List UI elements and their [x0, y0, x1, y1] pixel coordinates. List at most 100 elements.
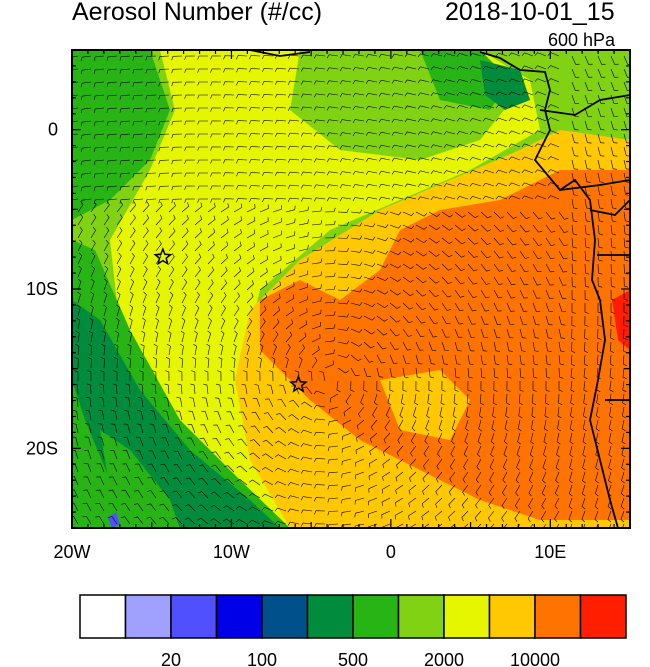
wind-barb: [313, 431, 326, 436]
wind-barb: [547, 169, 560, 174]
colorbar-label: 500: [338, 650, 368, 667]
wind-barb: [521, 182, 534, 187]
wind-barb: [314, 523, 326, 528]
wind-barb: [160, 450, 170, 460]
wind-barb: [396, 458, 404, 469]
wind-barb: [95, 502, 105, 512]
colorbar-box: [215, 594, 263, 639]
wind-barb: [171, 120, 183, 126]
wind-barb: [519, 354, 526, 366]
wind-barb: [532, 250, 542, 259]
wind-barb: [236, 120, 248, 125]
wind-barb: [543, 432, 548, 445]
wind-barb: [519, 237, 530, 246]
wind-barb: [210, 504, 222, 512]
wind-barb: [389, 263, 402, 269]
wind-barb: [545, 250, 555, 260]
wind-barb: [402, 315, 413, 324]
wind-barb: [88, 330, 93, 343]
wind-barb: [74, 370, 79, 381]
wind-barb: [172, 477, 183, 486]
wind-barb: [272, 230, 282, 239]
wind-barb: [72, 410, 79, 421]
wind-barb: [441, 224, 453, 231]
wind-barb: [259, 305, 267, 317]
wind-barb: [139, 370, 144, 381]
wind-barb: [259, 217, 269, 226]
wind-barb: [521, 91, 534, 96]
wind-barb: [108, 489, 118, 499]
wind-barb: [187, 424, 196, 434]
wind-barb: [495, 195, 508, 200]
wind-barb: [119, 107, 131, 113]
wind-barb: [508, 195, 521, 200]
wind-barb: [324, 298, 336, 304]
wind-barb: [545, 302, 554, 312]
wind-barb: [584, 159, 592, 170]
wind-barb: [352, 67, 365, 72]
wind-barb: [80, 198, 92, 205]
colorbar-label: 10000: [510, 650, 560, 667]
wind-barb: [582, 458, 586, 471]
wind-barb: [314, 458, 326, 463]
wind-barb: [95, 489, 105, 499]
wind-barb: [430, 196, 443, 201]
wind-barb: [174, 437, 183, 447]
wind-barb: [430, 183, 443, 188]
wind-barb: [443, 170, 456, 174]
wind-barb: [300, 197, 313, 202]
wind-barb: [313, 184, 326, 189]
wind-barb: [417, 196, 430, 201]
wind-barb: [266, 384, 274, 395]
wind-barb: [127, 343, 132, 356]
wind-barb: [249, 133, 261, 138]
wind-barb: [558, 263, 568, 273]
wind-barb: [428, 315, 438, 324]
wind-barb: [261, 507, 274, 512]
wind-barb: [152, 357, 157, 369]
wind-barb: [554, 510, 560, 523]
wind-barb: [287, 508, 300, 513]
wind-barb: [352, 106, 365, 111]
wind-barb: [480, 302, 490, 312]
wind-barb: [249, 198, 261, 203]
wind-barb: [249, 120, 261, 125]
wind-barb: [132, 146, 144, 152]
wind-barb: [93, 68, 105, 74]
wind-barb: [314, 497, 326, 502]
wind-barb: [597, 315, 602, 327]
wind-barb: [363, 380, 368, 392]
wind-barb: [493, 276, 503, 285]
wind-barb: [249, 185, 261, 190]
wind-barb: [145, 107, 157, 113]
wind-barb: [281, 370, 287, 382]
wind-barb: [339, 145, 352, 150]
colorbar-box: [170, 594, 218, 639]
wind-barb: [126, 370, 131, 381]
wind-barb: [300, 522, 313, 527]
wind-barb: [425, 419, 430, 432]
wind-barb: [268, 370, 274, 382]
wind-barb: [148, 437, 157, 447]
wind-barb: [506, 211, 518, 219]
wind-barb: [236, 492, 248, 499]
wind-barb: [80, 159, 92, 166]
wind-barb: [404, 144, 417, 149]
wind-barb: [276, 412, 287, 421]
wind-barb: [594, 497, 599, 510]
wind-barb: [389, 354, 398, 364]
wind-barb: [623, 276, 629, 288]
wind-barb: [382, 471, 391, 481]
wind-barb: [324, 246, 336, 252]
wind-barb: [451, 432, 456, 445]
wind-barb: [171, 198, 183, 204]
wind-barb: [430, 170, 443, 175]
wind-barb: [594, 484, 599, 497]
wind-barb: [596, 406, 600, 419]
wind-barb: [155, 201, 163, 213]
wind-barb: [354, 523, 365, 528]
wind-barb: [365, 196, 378, 201]
wind-barb: [376, 354, 386, 364]
wind-barb: [608, 445, 613, 458]
wind-barb: [233, 254, 242, 265]
